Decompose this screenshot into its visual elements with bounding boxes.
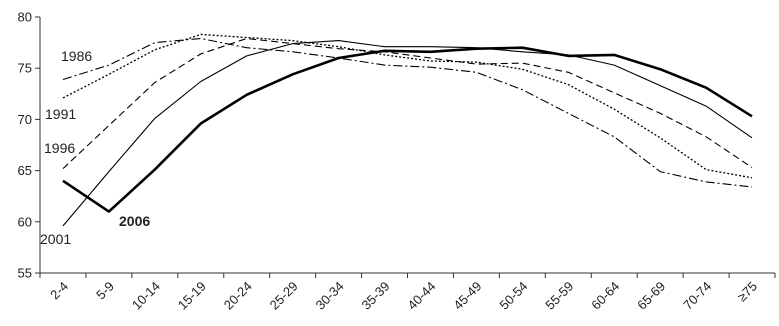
x-tick-label: ≥75 bbox=[734, 279, 760, 305]
x-tick-label: 55-59 bbox=[542, 279, 576, 313]
series-label-1991: 1991 bbox=[45, 106, 76, 122]
x-tick-label: 50-54 bbox=[496, 279, 530, 313]
series-line-2006 bbox=[62, 46, 753, 213]
series-line-1986 bbox=[62, 37, 753, 188]
x-tick-label: 10-14 bbox=[129, 279, 163, 313]
x-tick-label: 25-29 bbox=[267, 279, 301, 313]
x-tick-label: 2-4 bbox=[47, 279, 71, 303]
x-tick-label: 30-34 bbox=[313, 279, 347, 313]
series-lines bbox=[62, 33, 753, 227]
x-tick-label: 15-19 bbox=[175, 279, 209, 313]
series-label-1986: 1986 bbox=[61, 48, 92, 64]
y-tick-label: 60 bbox=[18, 214, 32, 229]
x-tick-label: 60-64 bbox=[588, 279, 622, 313]
y-tick-label: 70 bbox=[18, 112, 32, 127]
y-tick-label: 80 bbox=[18, 10, 32, 25]
x-tick-label: 70-74 bbox=[680, 279, 714, 313]
x-tick-label: 20-24 bbox=[221, 279, 255, 313]
series-label-2006: 2006 bbox=[119, 213, 150, 229]
x-tick-label: 5-9 bbox=[93, 279, 117, 303]
series-label-2001: 2001 bbox=[40, 231, 71, 247]
y-tick-label: 65 bbox=[18, 163, 32, 178]
x-tick-label: 35-39 bbox=[359, 279, 393, 313]
series-line-1996 bbox=[62, 37, 753, 170]
series-label-1996: 1996 bbox=[44, 140, 75, 156]
x-tick-label: 65-69 bbox=[634, 279, 668, 313]
y-tick-label: 55 bbox=[18, 266, 32, 281]
x-tick-label: 45-49 bbox=[450, 279, 484, 313]
x-tick-label: 40-44 bbox=[404, 279, 438, 313]
y-tick-label: 75 bbox=[18, 61, 32, 76]
x-axis: 2-4 5-9 10-14 15-19 20-24 25-29 30-34 35-39 40-4… bbox=[39, 272, 776, 313]
series-line-2001 bbox=[62, 40, 753, 227]
series-line-1991 bbox=[62, 33, 753, 179]
series-labels: 1986 1991 1996 2001 2006 bbox=[40, 48, 150, 247]
y-axis: 55 60 65 70 75 80 bbox=[18, 10, 41, 281]
